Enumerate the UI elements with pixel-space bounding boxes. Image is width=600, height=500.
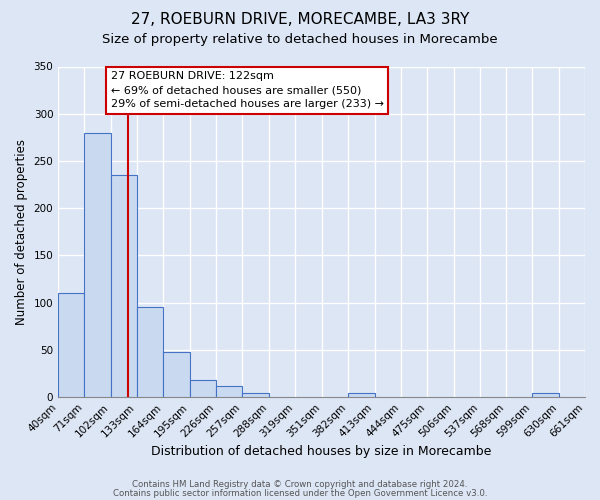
Text: Contains HM Land Registry data © Crown copyright and database right 2024.: Contains HM Land Registry data © Crown c… bbox=[132, 480, 468, 489]
X-axis label: Distribution of detached houses by size in Morecambe: Distribution of detached houses by size … bbox=[151, 444, 492, 458]
Text: 27, ROEBURN DRIVE, MORECAMBE, LA3 3RY: 27, ROEBURN DRIVE, MORECAMBE, LA3 3RY bbox=[131, 12, 469, 28]
Bar bbox=[190, 380, 216, 397]
Bar bbox=[532, 394, 559, 397]
Y-axis label: Number of detached properties: Number of detached properties bbox=[15, 139, 28, 325]
Bar bbox=[349, 392, 374, 397]
Text: 27 ROEBURN DRIVE: 122sqm
← 69% of detached houses are smaller (550)
29% of semi-: 27 ROEBURN DRIVE: 122sqm ← 69% of detach… bbox=[111, 71, 384, 109]
Text: Contains public sector information licensed under the Open Government Licence v3: Contains public sector information licen… bbox=[113, 490, 487, 498]
Bar bbox=[242, 392, 269, 397]
Bar bbox=[111, 175, 137, 397]
Bar bbox=[85, 132, 111, 397]
Bar bbox=[58, 294, 85, 397]
Bar bbox=[163, 352, 190, 397]
Bar bbox=[137, 308, 163, 397]
Text: Size of property relative to detached houses in Morecambe: Size of property relative to detached ho… bbox=[102, 32, 498, 46]
Bar bbox=[216, 386, 242, 397]
